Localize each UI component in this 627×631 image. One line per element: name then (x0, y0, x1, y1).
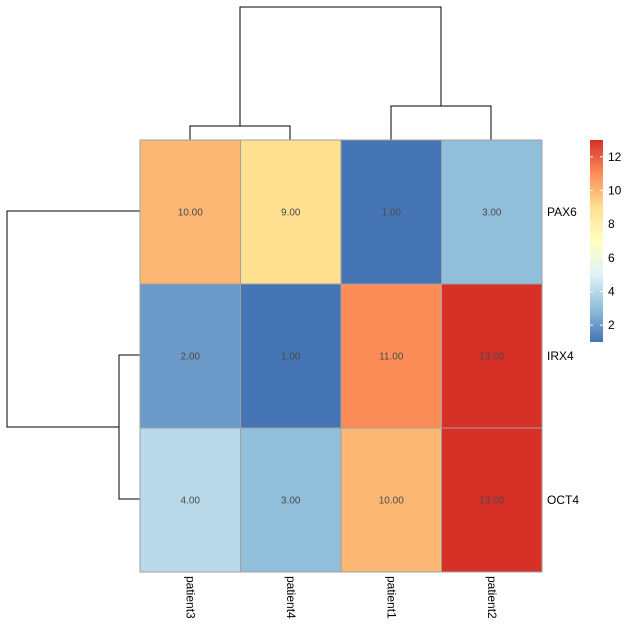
color-legend-ticks: 2 4 6 8 10 12 (590, 150, 622, 332)
cell-value-label: 11.00 (379, 352, 404, 363)
row-label-pax6: PAX6 (547, 205, 577, 219)
row-dendrogram (6, 210, 140, 500)
row-label-oct4: OCT4 (547, 493, 579, 507)
cell-value-label: 3.00 (281, 496, 301, 507)
heatmap-cell-oct4-patient3 (139, 427, 241, 573)
cell-value-label: 4.00 (181, 496, 201, 507)
legend-tick-label: 8 (608, 217, 615, 231)
column-dendrogram-link-root (239, 6, 442, 126)
column-dendrogram-link-right (390, 105, 492, 140)
heatmap-cells: 10.00 9.00 1.00 3.00 2.00 1.00 11.00 13.00 4.00 3… (139, 139, 543, 573)
heatmap-cell-irx4-patient4 (240, 283, 342, 429)
cell-value-label: 3.00 (482, 208, 502, 219)
color-legend: 2 4 6 8 10 12 (590, 140, 622, 342)
heatmap-cell-pax6-patient2 (441, 139, 543, 285)
cell-value-label: 1.00 (382, 208, 402, 219)
column-label-patient2: patient2 (485, 576, 499, 619)
cell-value-label: 10.00 (379, 496, 404, 507)
heatmap-cell-irx4-patient3 (139, 283, 241, 429)
cell-value-label: 1.00 (281, 352, 301, 363)
column-dendrogram (189, 6, 492, 140)
row-label-irx4: IRX4 (547, 349, 574, 363)
legend-tick-label: 12 (608, 150, 622, 164)
legend-tick-label: 2 (608, 318, 615, 332)
cell-value-label: 13.00 (479, 352, 504, 363)
heatmap-cell-oct4-patient4 (240, 427, 342, 573)
column-dendrogram-link-left (189, 125, 291, 140)
legend-tick-label: 6 (608, 251, 615, 265)
row-dendrogram-link-lower (118, 354, 140, 500)
cell-value-label: 9.00 (281, 208, 301, 219)
color-legend-bar (590, 140, 603, 342)
heatmap-cell-pax6-patient1 (340, 139, 442, 285)
heatmap-cell-oct4-patient2 (441, 427, 543, 573)
legend-tick-label: 4 (608, 285, 615, 299)
heatmap-cell-pax6-patient3 (139, 139, 241, 285)
row-dendrogram-link-root (6, 210, 140, 428)
column-labels: patient3 patient4 patient1 patient2 (183, 576, 499, 619)
row-labels: PAX6 IRX4 OCT4 (547, 205, 579, 507)
column-label-patient3: patient3 (183, 576, 197, 619)
cell-value-label: 10.00 (178, 208, 203, 219)
column-label-patient4: patient4 (284, 576, 298, 619)
cell-value-label: 2.00 (181, 352, 201, 363)
column-label-patient1: patient1 (384, 576, 398, 619)
heatmap-cell-irx4-patient2 (441, 283, 543, 429)
heatmap-cell-pax6-patient4 (240, 139, 342, 285)
legend-tick-label: 10 (608, 184, 622, 198)
cell-value-label: 13.00 (479, 496, 504, 507)
